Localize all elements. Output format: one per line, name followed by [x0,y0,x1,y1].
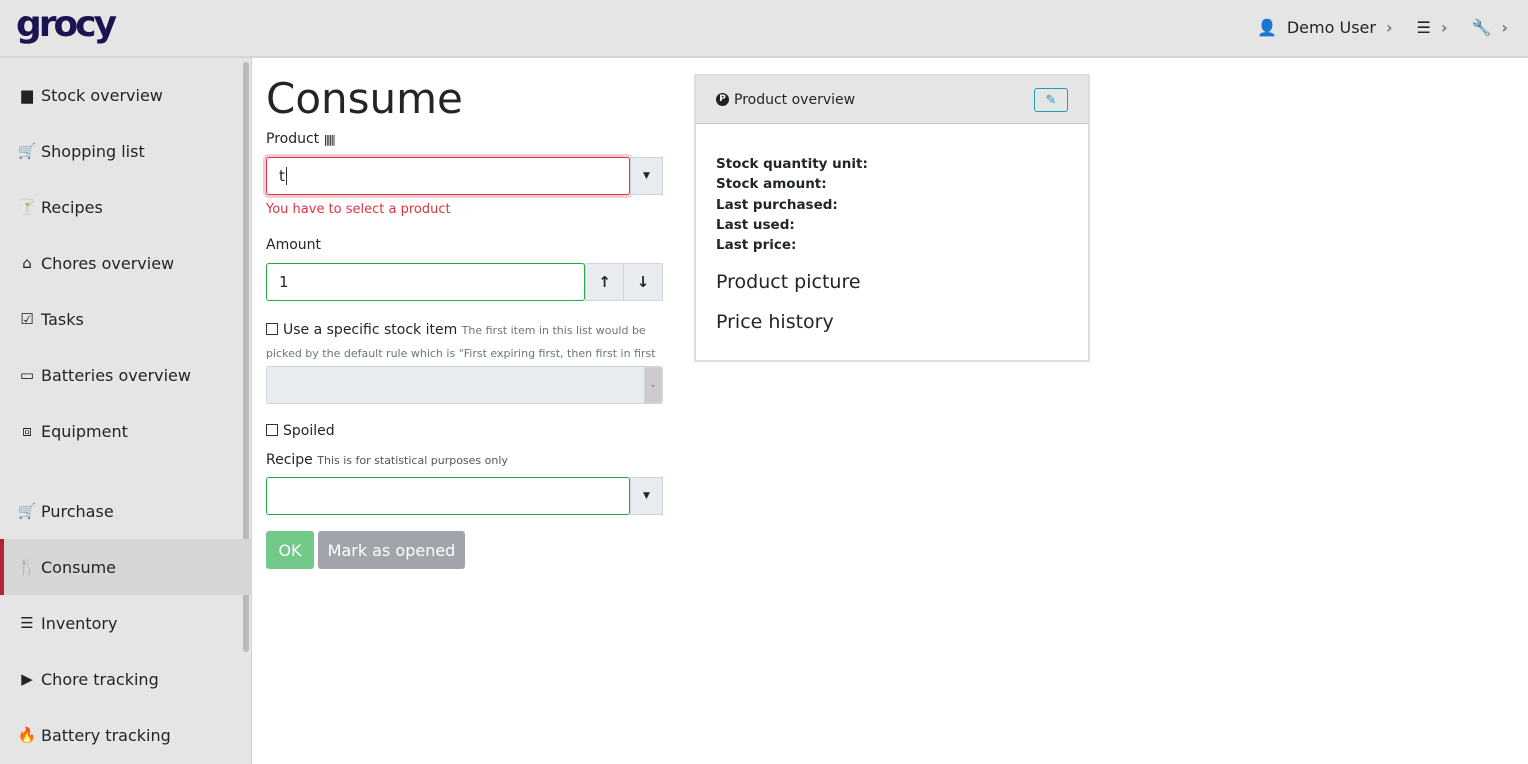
edit-product-button[interactable]: ✎ [1034,88,1068,112]
sidebar-item-label: Purchase [41,501,114,521]
fact-last-purchased: Last purchased: [716,196,838,213]
sidebar-item-chore-tracking[interactable]: ▶ Chore tracking [0,651,243,707]
recipe-label-row: Recipe This is for statistical purposes … [266,452,508,468]
sidebar-item-equipment[interactable]: ⧈ Equipment [0,403,243,459]
recipe-dropdown-button[interactable]: ▼ [630,477,663,515]
sidebar-item-label: Chore tracking [41,669,159,689]
tasks-icon: ☑ [20,310,34,328]
sidebar-item-inventory[interactable]: ☰ Inventory [0,595,243,651]
amount-label: Amount [266,237,322,253]
cocktail-icon: 🍸 [17,198,37,216]
product-icon: P [716,93,729,106]
sidebar-item-label: Inventory [41,613,118,633]
edit-icon: ✎ [1045,92,1057,108]
price-history-heading: Price history [716,311,834,333]
chevron-right-icon: › [1501,18,1508,37]
product-overview-card: P Product overview ✎ Stock quantity unit:… [694,74,1090,362]
sidebar-scrollbar[interactable] [243,62,249,652]
top-navbar: grocy 👤 Demo User › ☰ › 🔧 › [0,0,1528,58]
fact-last-used: Last used: [716,216,795,233]
barcode-icon[interactable]: |||||| [323,133,336,146]
chevron-down-icon: ⌄ [644,367,662,403]
spoiled-row: Spoiled [266,423,335,439]
sidebar-item-battery-tracking[interactable]: 🔥 Battery tracking [0,707,243,763]
recipe-input[interactable] [266,477,630,515]
sidebar-item-label: Consume [41,557,117,577]
play-icon: ▶ [21,670,33,688]
amount-increase-button[interactable]: ↑ [585,263,624,301]
sidebar [0,58,252,764]
sidebar-item-shopping-list[interactable]: 🛒 Shopping list [0,123,243,179]
fire-icon: 🔥 [17,726,37,744]
sidebar-item-label: Stock overview [41,85,163,105]
cart-icon: 🛒 [17,502,37,520]
sidebar-item-tasks[interactable]: ☑ Tasks [0,291,243,347]
sidebar-item-chores-overview[interactable]: ⌂ Chores overview [0,235,243,291]
product-input[interactable]: t [266,157,630,195]
product-error: You have to select a product [266,202,451,217]
fact-last-price: Last price: [716,237,797,254]
sidebar-item-purchase[interactable]: 🛒 Purchase [0,483,243,539]
product-label: Product |||||| [266,131,336,147]
product-picture-heading: Product picture [716,271,861,293]
sidebar-item-stock-overview[interactable]: ▆ Stock overview [0,67,243,123]
grocy-logo[interactable]: grocy [16,4,117,45]
product-dropdown-button[interactable]: ▼ [630,157,663,195]
amount-decrease-button[interactable]: ↓ [623,263,663,301]
ok-button[interactable]: OK [266,531,314,569]
user-icon: 👤 [1256,18,1277,37]
battery-icon: ▭ [19,366,35,384]
chevron-right-icon: › [1385,18,1393,37]
spoiled-checkbox[interactable] [266,424,278,436]
sidebar-item-label: Battery tracking [41,725,171,745]
card-title: Product overview [734,91,856,108]
sidebar-item-recipes[interactable]: 🍸 Recipes [0,179,243,235]
stock-item-select[interactable] [266,366,663,404]
page-title: Consume [266,74,463,123]
sidebar-item-label: Chores overview [41,253,175,273]
sliders-icon[interactable]: ☰ [1416,18,1431,37]
product-facts: Stock quantity unit: Stock amount: Last … [716,154,868,255]
specific-stock-checkbox[interactable] [266,323,278,335]
utensils-icon: 🍴 [17,558,37,576]
sidebar-item-label: Shopping list [41,141,145,161]
fact-stock-quantity-unit: Stock quantity unit: [716,156,868,172]
sidebar-item-label: Equipment [41,421,128,441]
cart-icon: 🛒 [17,142,37,160]
sidebar-item-consume[interactable]: 🍴 Consume [0,539,252,595]
sidebar-item-label: Tasks [41,309,84,329]
list-icon: ☰ [20,614,34,632]
home-icon: ⌂ [22,254,32,272]
toolbox-icon: ⧈ [22,422,32,440]
chevron-right-icon: › [1440,18,1448,37]
box-icon: ▆ [21,86,33,104]
sidebar-item-label: Batteries overview [41,365,191,385]
user-menu[interactable]: Demo User [1286,18,1376,37]
mark-as-opened-button[interactable]: Mark as opened [318,531,465,569]
amount-input[interactable]: 1 [266,263,585,301]
sidebar-item-batteries-overview[interactable]: ▭ Batteries overview [0,347,243,403]
wrench-icon[interactable]: 🔧 [1471,18,1492,37]
fact-stock-amount: Stock amount: [716,176,827,193]
sidebar-item-label: Recipes [41,197,103,217]
